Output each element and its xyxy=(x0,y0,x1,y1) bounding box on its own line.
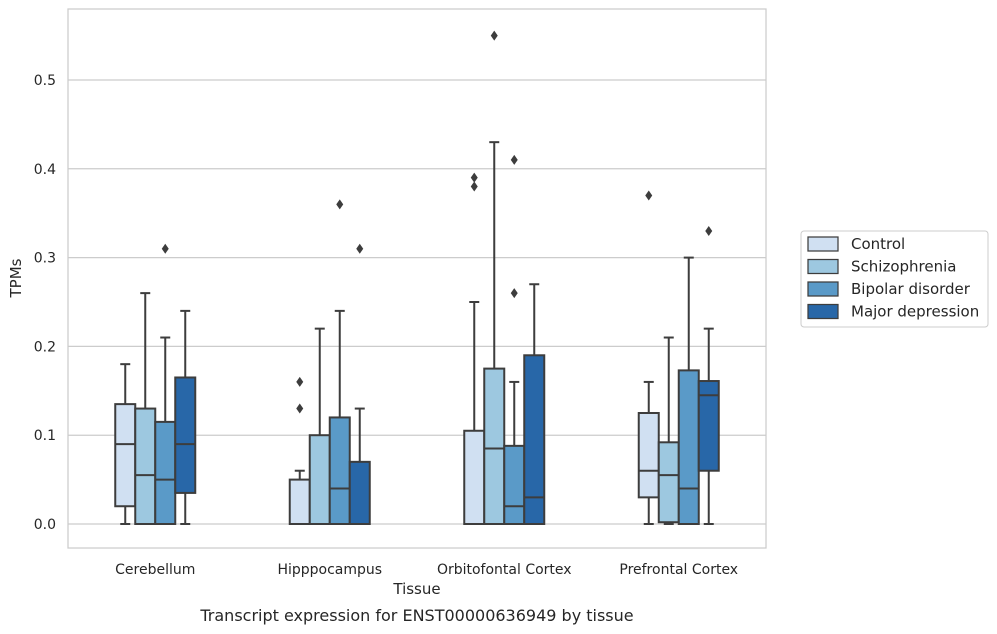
iqr-box xyxy=(503,444,526,525)
y-tick-labels: 0.0 0.1 0.2 0.3 0.4 0.5 xyxy=(34,73,56,533)
iqr-box xyxy=(288,478,311,526)
box-schizophrenia xyxy=(483,30,506,525)
iqr-box xyxy=(463,429,486,526)
y-tick-label: 0.1 xyxy=(34,428,56,444)
y-tick-label: 0.4 xyxy=(34,162,56,178)
legend-swatch xyxy=(807,303,839,320)
legend-swatch xyxy=(807,236,839,252)
x-tick-label: Orbitofontal Cortex xyxy=(437,562,572,578)
x-tick-labels: Cerebellum Hipppocampus Orbitofontal Corte… xyxy=(115,562,738,578)
box-schizophrenia xyxy=(134,292,157,525)
box-major-depression xyxy=(697,225,720,525)
iqr-box xyxy=(677,369,700,525)
x-tick-label: Hipppocampus xyxy=(277,562,382,578)
outlier-point xyxy=(490,30,498,41)
plot-frame xyxy=(67,8,767,549)
outlier-point xyxy=(510,288,518,299)
x-tick-label: Prefrontal Cortex xyxy=(619,562,738,578)
y-tick-label: 0.3 xyxy=(34,251,56,267)
x-axis-label: Tissue xyxy=(392,580,440,598)
y-tick-label: 0.2 xyxy=(34,339,56,355)
outlier-point xyxy=(296,376,304,387)
legend-label: Major depression xyxy=(851,303,979,321)
legend-swatch xyxy=(807,258,839,275)
outlier-point xyxy=(510,154,518,165)
iqr-box xyxy=(697,380,720,472)
legend-label: Bipolar disorder xyxy=(851,280,971,298)
y-tick-label: 0.5 xyxy=(34,73,56,89)
iqr-box xyxy=(174,376,197,494)
y-axis-label: TPMs xyxy=(7,258,25,298)
box-control xyxy=(637,190,660,525)
legend-label: Schizophrenia xyxy=(851,258,956,276)
box-major-depression xyxy=(348,243,371,525)
box-control xyxy=(288,376,311,526)
iqr-box xyxy=(348,460,371,525)
outlier-point xyxy=(645,190,653,201)
outlier-point xyxy=(356,243,364,254)
iqr-box xyxy=(328,416,351,525)
outlier-point xyxy=(470,181,478,192)
box-major-depression xyxy=(523,283,546,525)
legend-frame xyxy=(800,230,989,328)
iqr-box xyxy=(134,407,157,525)
legend-swatch xyxy=(807,281,839,297)
legend-label: Control xyxy=(851,235,905,253)
box-major-depression xyxy=(174,309,197,525)
iqr-box xyxy=(154,420,177,526)
outlier-point xyxy=(336,199,344,210)
outlier-point xyxy=(705,225,713,236)
legend: Control Schizophrenia Bipolar disorder Majo… xyxy=(800,230,989,328)
outlier-point xyxy=(470,172,478,183)
iqr-box xyxy=(114,403,137,508)
iqr-box xyxy=(637,412,660,499)
box-groups xyxy=(114,30,720,526)
iqr-box xyxy=(483,367,506,525)
iqr-box xyxy=(308,434,331,526)
outlier-point xyxy=(296,403,304,414)
x-tick-label: Cerebellum xyxy=(115,562,195,578)
box-control xyxy=(114,363,137,525)
chart-caption: Transcript expression for ENST0000063694… xyxy=(199,606,633,625)
y-tick-label: 0.0 xyxy=(34,517,56,533)
box-schizophrenia xyxy=(657,336,680,525)
outlier-point xyxy=(161,243,169,254)
iqr-box xyxy=(657,441,680,524)
box-bipolar-disorder xyxy=(503,154,526,525)
box-bipolar-disorder xyxy=(154,243,177,526)
iqr-box xyxy=(523,354,546,525)
box-bipolar-disorder xyxy=(328,199,351,525)
